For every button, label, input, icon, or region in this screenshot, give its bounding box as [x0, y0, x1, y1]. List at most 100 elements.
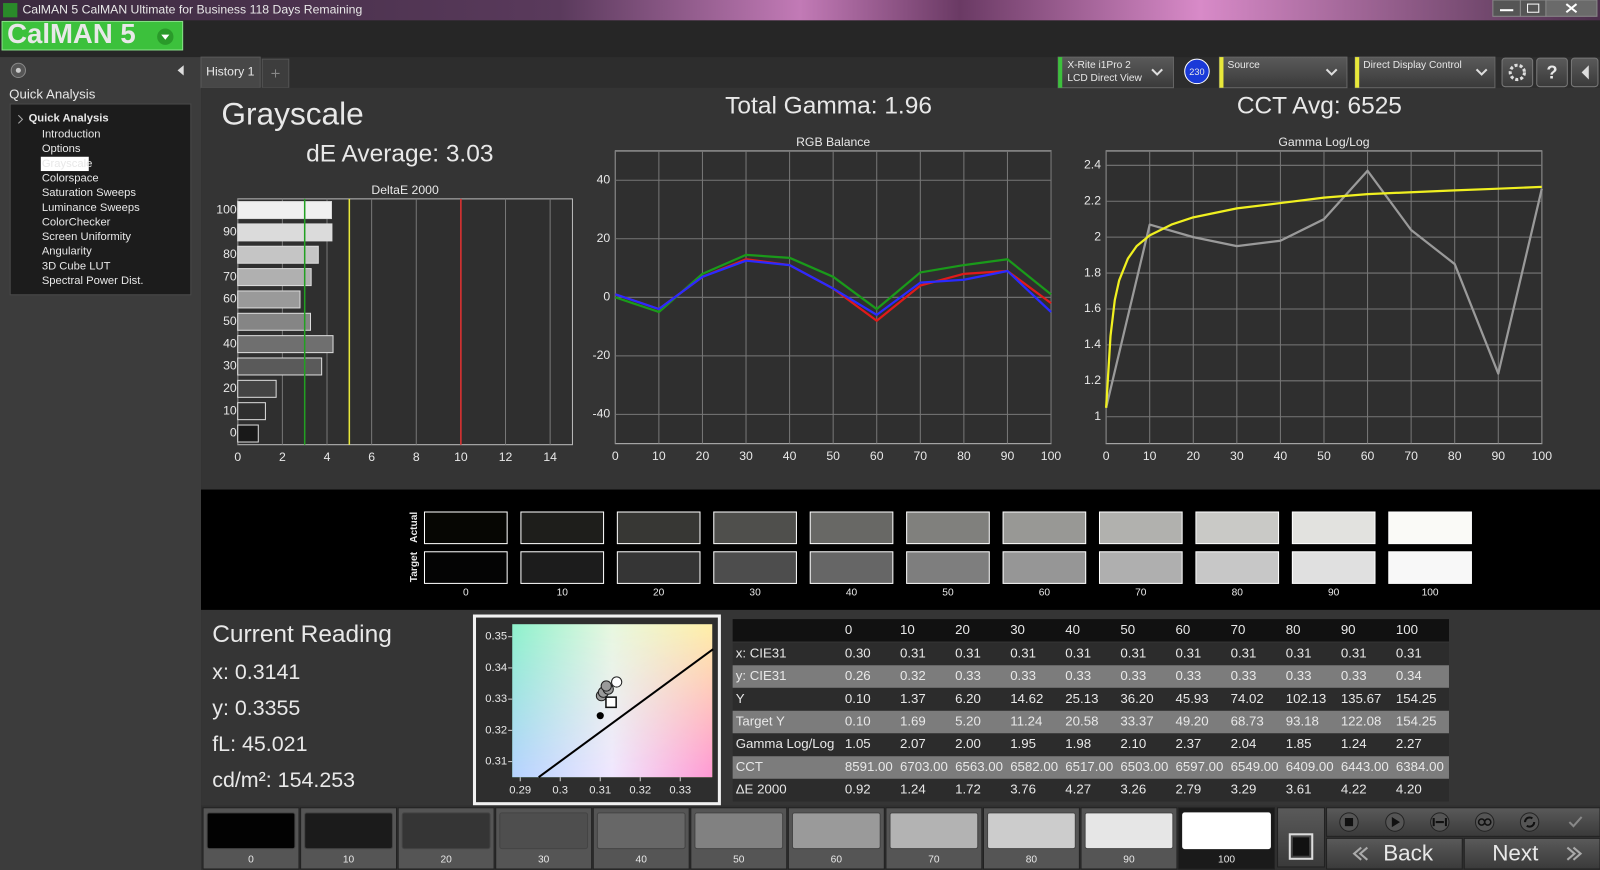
locus-line — [538, 648, 714, 779]
table-cell: 6384.00 — [1396, 759, 1444, 774]
x-tick-label: 4 — [324, 450, 331, 464]
confirm-icon[interactable] — [1568, 816, 1583, 828]
chart-title: RGB Balance — [796, 135, 870, 149]
next-label[interactable]: Next — [1492, 841, 1539, 866]
table-row — [732, 733, 1449, 756]
tree-item[interactable]: Luminance Sweeps — [42, 202, 140, 214]
step-label[interactable]: 90 — [1123, 854, 1135, 865]
step-label[interactable]: 10 — [343, 854, 355, 865]
table-header: 70 — [1231, 622, 1246, 637]
tree-item[interactable]: Spectral Power Dist. — [42, 275, 144, 287]
tree-item[interactable]: 3D Cube LUT — [42, 260, 111, 272]
table-cell: 2.07 — [900, 736, 926, 751]
table-header-row — [732, 619, 1449, 642]
tree-item[interactable]: Grayscale — [42, 158, 93, 170]
maximize-icon — [1527, 3, 1540, 13]
refresh-button[interactable] — [1519, 812, 1540, 832]
x-tick-label: 100 — [1041, 449, 1062, 463]
title-bar — [0, 0, 1600, 21]
meter-badge[interactable] — [1184, 58, 1210, 85]
display-dropdown[interactable] — [1354, 56, 1496, 89]
transport-bar — [1326, 807, 1600, 837]
table-header: 20 — [955, 622, 970, 637]
total-gamma: Total Gamma: 1.96 — [725, 93, 932, 120]
table-cell: 33.37 — [1120, 714, 1153, 729]
step-swatch — [596, 812, 686, 850]
stop-toggle-fill — [1292, 837, 1310, 856]
x-tick-label: 40 — [1274, 449, 1288, 463]
swatch-label: 20 — [653, 587, 665, 598]
y-tick-label: 2 — [1094, 229, 1101, 243]
step-label[interactable]: 80 — [1026, 854, 1038, 865]
x-tick-label: 6 — [368, 450, 375, 464]
swatch-label: 70 — [1135, 587, 1147, 598]
stop-toggle-icon — [1288, 833, 1314, 860]
source-label: Source — [1228, 60, 1261, 71]
swatch-label: 90 — [1328, 587, 1340, 598]
sidebar-collapse[interactable] — [177, 65, 184, 76]
step-label[interactable]: 0 — [248, 854, 254, 865]
table-row-label: x: CIE31 — [736, 645, 787, 660]
tree-item[interactable]: Screen Uniformity — [42, 231, 132, 243]
x-tick-label: 12 — [499, 450, 513, 464]
next-button[interactable] — [1463, 837, 1600, 870]
settings-button[interactable] — [1501, 57, 1534, 88]
step-label[interactable]: 40 — [636, 854, 648, 865]
tree-item[interactable]: ColorChecker — [42, 216, 111, 228]
panel-toggle-icon — [1581, 65, 1589, 80]
tree-item[interactable]: Angularity — [42, 246, 92, 258]
category-label: 20 — [223, 381, 237, 395]
y-tick-label: 1.8 — [1084, 265, 1101, 279]
logo-menu-arrow — [161, 34, 170, 40]
bar — [237, 201, 332, 220]
table-cell: 6503.00 — [1120, 759, 1168, 774]
step-label[interactable]: 50 — [733, 854, 745, 865]
y-tick-label: -20 — [593, 348, 611, 362]
table-cell: 0.31 — [1341, 645, 1367, 660]
target-swatch — [423, 551, 508, 584]
y-tick-label: 1.4 — [1084, 337, 1101, 351]
table-cell: 6582.00 — [1010, 759, 1058, 774]
y-tick-label: 40 — [597, 172, 611, 186]
tree-item[interactable]: Saturation Sweeps — [42, 187, 137, 199]
window-title: CalMAN 5 CalMAN Ultimate for Business 11… — [22, 2, 362, 16]
tab[interactable] — [200, 56, 261, 89]
table-cell: 8591.00 — [845, 759, 893, 774]
y-tick-label: 0.33 — [485, 693, 507, 705]
step-label[interactable]: 30 — [538, 854, 550, 865]
y-tick-label: -40 — [593, 407, 611, 421]
help-button[interactable] — [1536, 57, 1568, 88]
step-label[interactable]: 100 — [1218, 854, 1235, 865]
step-label[interactable]: 60 — [831, 854, 843, 865]
step-label[interactable]: 70 — [928, 854, 940, 865]
target-swatch — [520, 551, 605, 584]
source-dropdown[interactable] — [1218, 56, 1348, 89]
minimize-button[interactable] — [1492, 0, 1521, 17]
logo-text: CalMAN 5 — [7, 18, 136, 49]
tree-item[interactable]: Options — [42, 143, 81, 155]
table-cell: 2.04 — [1231, 736, 1257, 751]
step-label[interactable]: 20 — [440, 854, 452, 865]
table-cell: 4.20 — [1396, 782, 1422, 797]
logo-button[interactable] — [1, 20, 184, 51]
reading-point — [600, 680, 612, 692]
tab-label[interactable]: History 1 — [206, 65, 254, 79]
tree-item[interactable]: Colorspace — [42, 173, 99, 185]
back-button[interactable] — [1326, 837, 1463, 870]
table-cell: 0.31 — [1286, 645, 1312, 660]
step-swatch — [1182, 812, 1271, 850]
page-title: Grayscale — [221, 96, 363, 132]
reading-value: fL: 45.021 — [212, 732, 307, 756]
tree-selection — [40, 156, 89, 172]
actual-swatch — [1195, 511, 1280, 545]
x-tick-label: 80 — [957, 449, 971, 463]
back-label[interactable]: Back — [1383, 841, 1434, 866]
table-row-label: y: CIE31 — [736, 668, 787, 683]
maximize-button[interactable] — [1519, 0, 1547, 17]
tree-expander[interactable] — [18, 114, 24, 124]
table-cell: 1.72 — [955, 782, 981, 797]
bar — [237, 312, 312, 331]
category-label: 40 — [223, 336, 237, 350]
step-swatch — [499, 812, 589, 850]
tree-item[interactable]: Introduction — [42, 129, 101, 141]
